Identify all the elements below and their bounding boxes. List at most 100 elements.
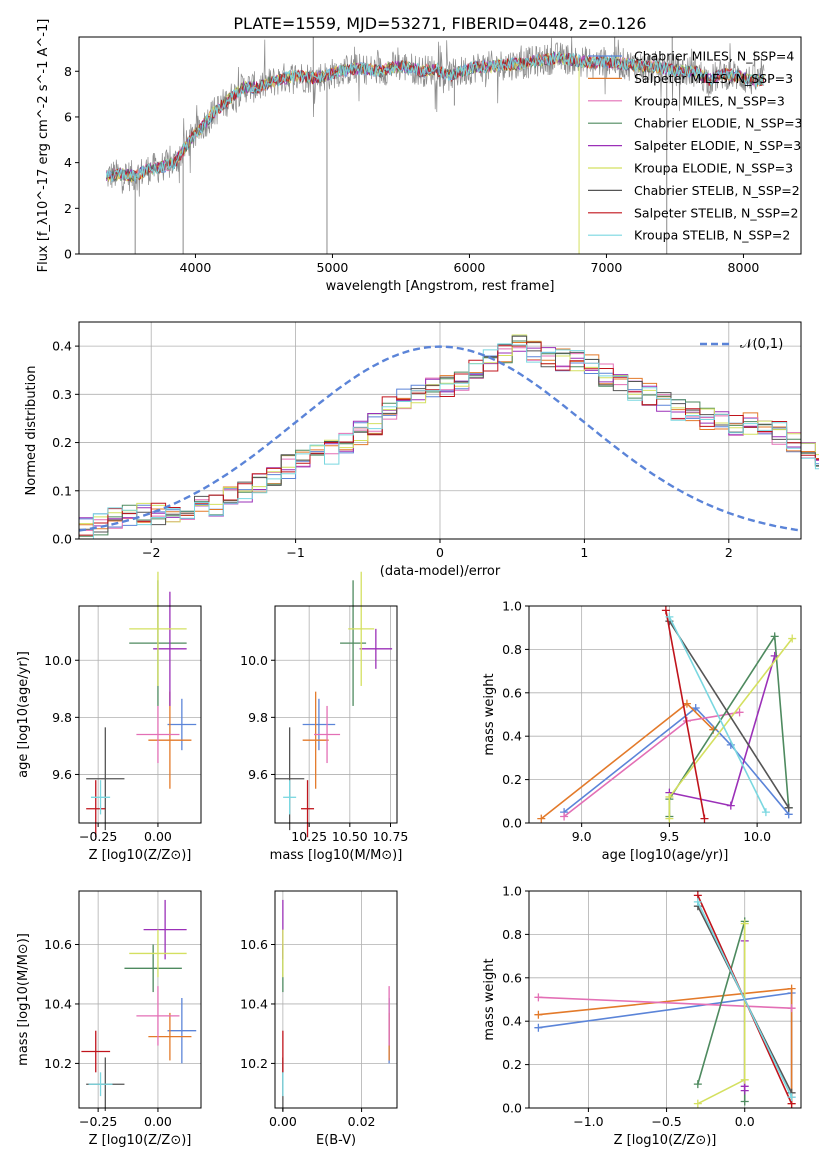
mass_vs_Z-ylabel: mass [log10(M/M⊙)]	[16, 933, 31, 1066]
residuals-xtick-label: 1	[580, 545, 588, 560]
weight_vs_Z-ytick-label: 1.0	[502, 884, 522, 899]
series-marker	[534, 1023, 543, 1032]
series-marker	[661, 606, 670, 615]
legend-label: Salpeter STELIB, N_SSP=2	[634, 205, 798, 220]
series-marker	[665, 612, 674, 621]
series-marker	[761, 808, 770, 817]
weight_vs_age-series	[537, 606, 797, 823]
mass_vs_ebv-ytick-label: 10.2	[240, 1056, 268, 1071]
mass_vs_Z-ytick-label: 10.6	[44, 937, 72, 952]
histogram-step	[79, 335, 819, 528]
histogram-step	[79, 343, 819, 540]
series-marker	[735, 708, 744, 717]
weight_vs_Z-xtick-label: 0.0	[735, 1114, 755, 1129]
weight_vs_Z-grid	[529, 890, 801, 1109]
series-line	[697, 901, 793, 1098]
legend-label: Chabrier STELIB, N_SSP=2	[634, 183, 800, 198]
mass_vs_Z-xtick-label: 0.00	[144, 1114, 172, 1129]
age_vs_mass-frame	[274, 605, 398, 824]
series-line	[538, 996, 792, 1009]
series-marker	[665, 814, 674, 823]
series-marker	[537, 814, 546, 823]
weight_vs_Z-series	[534, 891, 796, 1108]
weight_vs_age-ytick-label: 1.0	[502, 599, 522, 614]
histogram-step	[79, 335, 819, 533]
series-marker	[700, 814, 709, 823]
residuals-xtick-label: 2	[725, 545, 733, 560]
series-marker	[740, 919, 749, 928]
spectrum-model-line	[105, 51, 765, 184]
age_vs_Z-xtick-label: 0.00	[144, 829, 172, 844]
age_vs_Z-ylabel: age [log10(age/yr)]	[16, 651, 31, 778]
legend-label: Salpeter ELODIE, N_SSP=3	[634, 138, 801, 153]
spectrum-legend: Chabrier MILES, N_SSP=4 Salpeter MILES, N…	[588, 49, 803, 243]
mass_vs_Z-grid	[79, 891, 201, 1108]
weight_vs_Z-ytick-label: 0.4	[502, 1014, 522, 1029]
series-marker	[693, 1080, 702, 1089]
weight_vs_Z-ytick-label: 0.2	[502, 1057, 522, 1072]
residuals-ytick-label: 0.1	[52, 483, 72, 498]
weight_vs_age-ytick-label: 0.4	[502, 729, 522, 744]
weight_vs_Z-ytick-label: 0.6	[502, 970, 522, 985]
age_vs_mass-xtick-label: 10.25	[291, 829, 327, 844]
weight_vs_age-xtick-label: 9.5	[659, 829, 679, 844]
age_vs_Z-series	[86, 571, 197, 838]
series-line	[668, 616, 767, 813]
spectrum-ytick-label: 0	[64, 247, 72, 262]
series-marker	[682, 699, 691, 708]
spectrum-xtick-label: 5000	[317, 260, 349, 275]
residuals-series	[78, 334, 819, 540]
spectrum-series	[105, 36, 765, 254]
legend-label: Chabrier ELODIE, N_SSP=3	[634, 116, 803, 131]
mass_vs_ebv-frame	[274, 890, 398, 1109]
series-marker	[770, 651, 779, 660]
spectrum-ytick-label: 2	[64, 201, 72, 216]
histogram-step	[79, 347, 819, 527]
spectrum-ytick-label: 4	[64, 155, 72, 170]
mass_vs_ebv-grid	[275, 891, 397, 1108]
spectrum-xtick-label: 7000	[591, 260, 623, 275]
legend-label: Kroupa STELIB, N_SSP=2	[634, 228, 790, 243]
series-marker	[534, 993, 543, 1002]
histogram-step	[79, 340, 819, 537]
age_vs_mass-ytick-label: 10.0	[240, 653, 268, 668]
spectrum-xtick-label: 6000	[454, 260, 486, 275]
series-marker	[693, 1099, 702, 1108]
residuals-ytick-label: 0.4	[52, 339, 72, 354]
legend-label: Kroupa ELODIE, N_SSP=3	[634, 161, 793, 176]
weight_vs_Z-frame	[528, 890, 802, 1109]
weight_vs_age-grid	[529, 605, 801, 824]
residuals-ytick-label: 0.0	[52, 532, 72, 547]
series-line	[669, 655, 776, 807]
age_vs_mass-xtick-label: 10.75	[373, 829, 409, 844]
weight_vs_age-ylabel: mass weight	[482, 673, 497, 755]
legend-label: Salpeter MILES, N_SSP=3	[634, 71, 793, 86]
legend-label: Chabrier MILES, N_SSP=4	[634, 49, 794, 64]
spectrum-xtick-label: 4000	[180, 260, 212, 275]
age_vs_mass-xtick-label: 10.50	[332, 829, 368, 844]
mass_vs_Z-ytick-label: 10.2	[44, 1056, 72, 1071]
mass_vs_ebv-ytick-label: 10.6	[240, 937, 268, 952]
series-marker	[691, 703, 700, 712]
spectrum-ylabel: Flux [f_λ10^-17 erg cm^-2 s^-1 A^-1]	[36, 19, 51, 273]
series-marker	[534, 1010, 543, 1019]
histogram-step	[79, 334, 819, 525]
legend-label: 𝒩(0,1)	[740, 337, 783, 352]
series-marker	[787, 1093, 796, 1102]
residuals-ytick-label: 0.3	[52, 387, 72, 402]
series-line	[668, 620, 790, 809]
age_vs_Z-ytick-label: 9.8	[52, 710, 72, 725]
age_vs_Z-frame	[78, 605, 202, 824]
mass_vs_Z-xtick-label: −0.25	[79, 1114, 117, 1129]
weight_vs_age-ytick-label: 0.6	[502, 685, 522, 700]
spectrum-xtick-label: 8000	[728, 260, 760, 275]
series-marker	[787, 984, 796, 993]
legend-label: Kroupa MILES, N_SSP=3	[634, 93, 785, 108]
mass_vs_Z-ytick-label: 10.4	[44, 996, 72, 1011]
age_vs_mass-ytick-label: 9.8	[248, 710, 268, 725]
series-marker	[788, 634, 797, 643]
series-marker	[740, 1075, 749, 1084]
normal-curve	[78, 345, 799, 532]
residuals-grid	[79, 322, 801, 540]
